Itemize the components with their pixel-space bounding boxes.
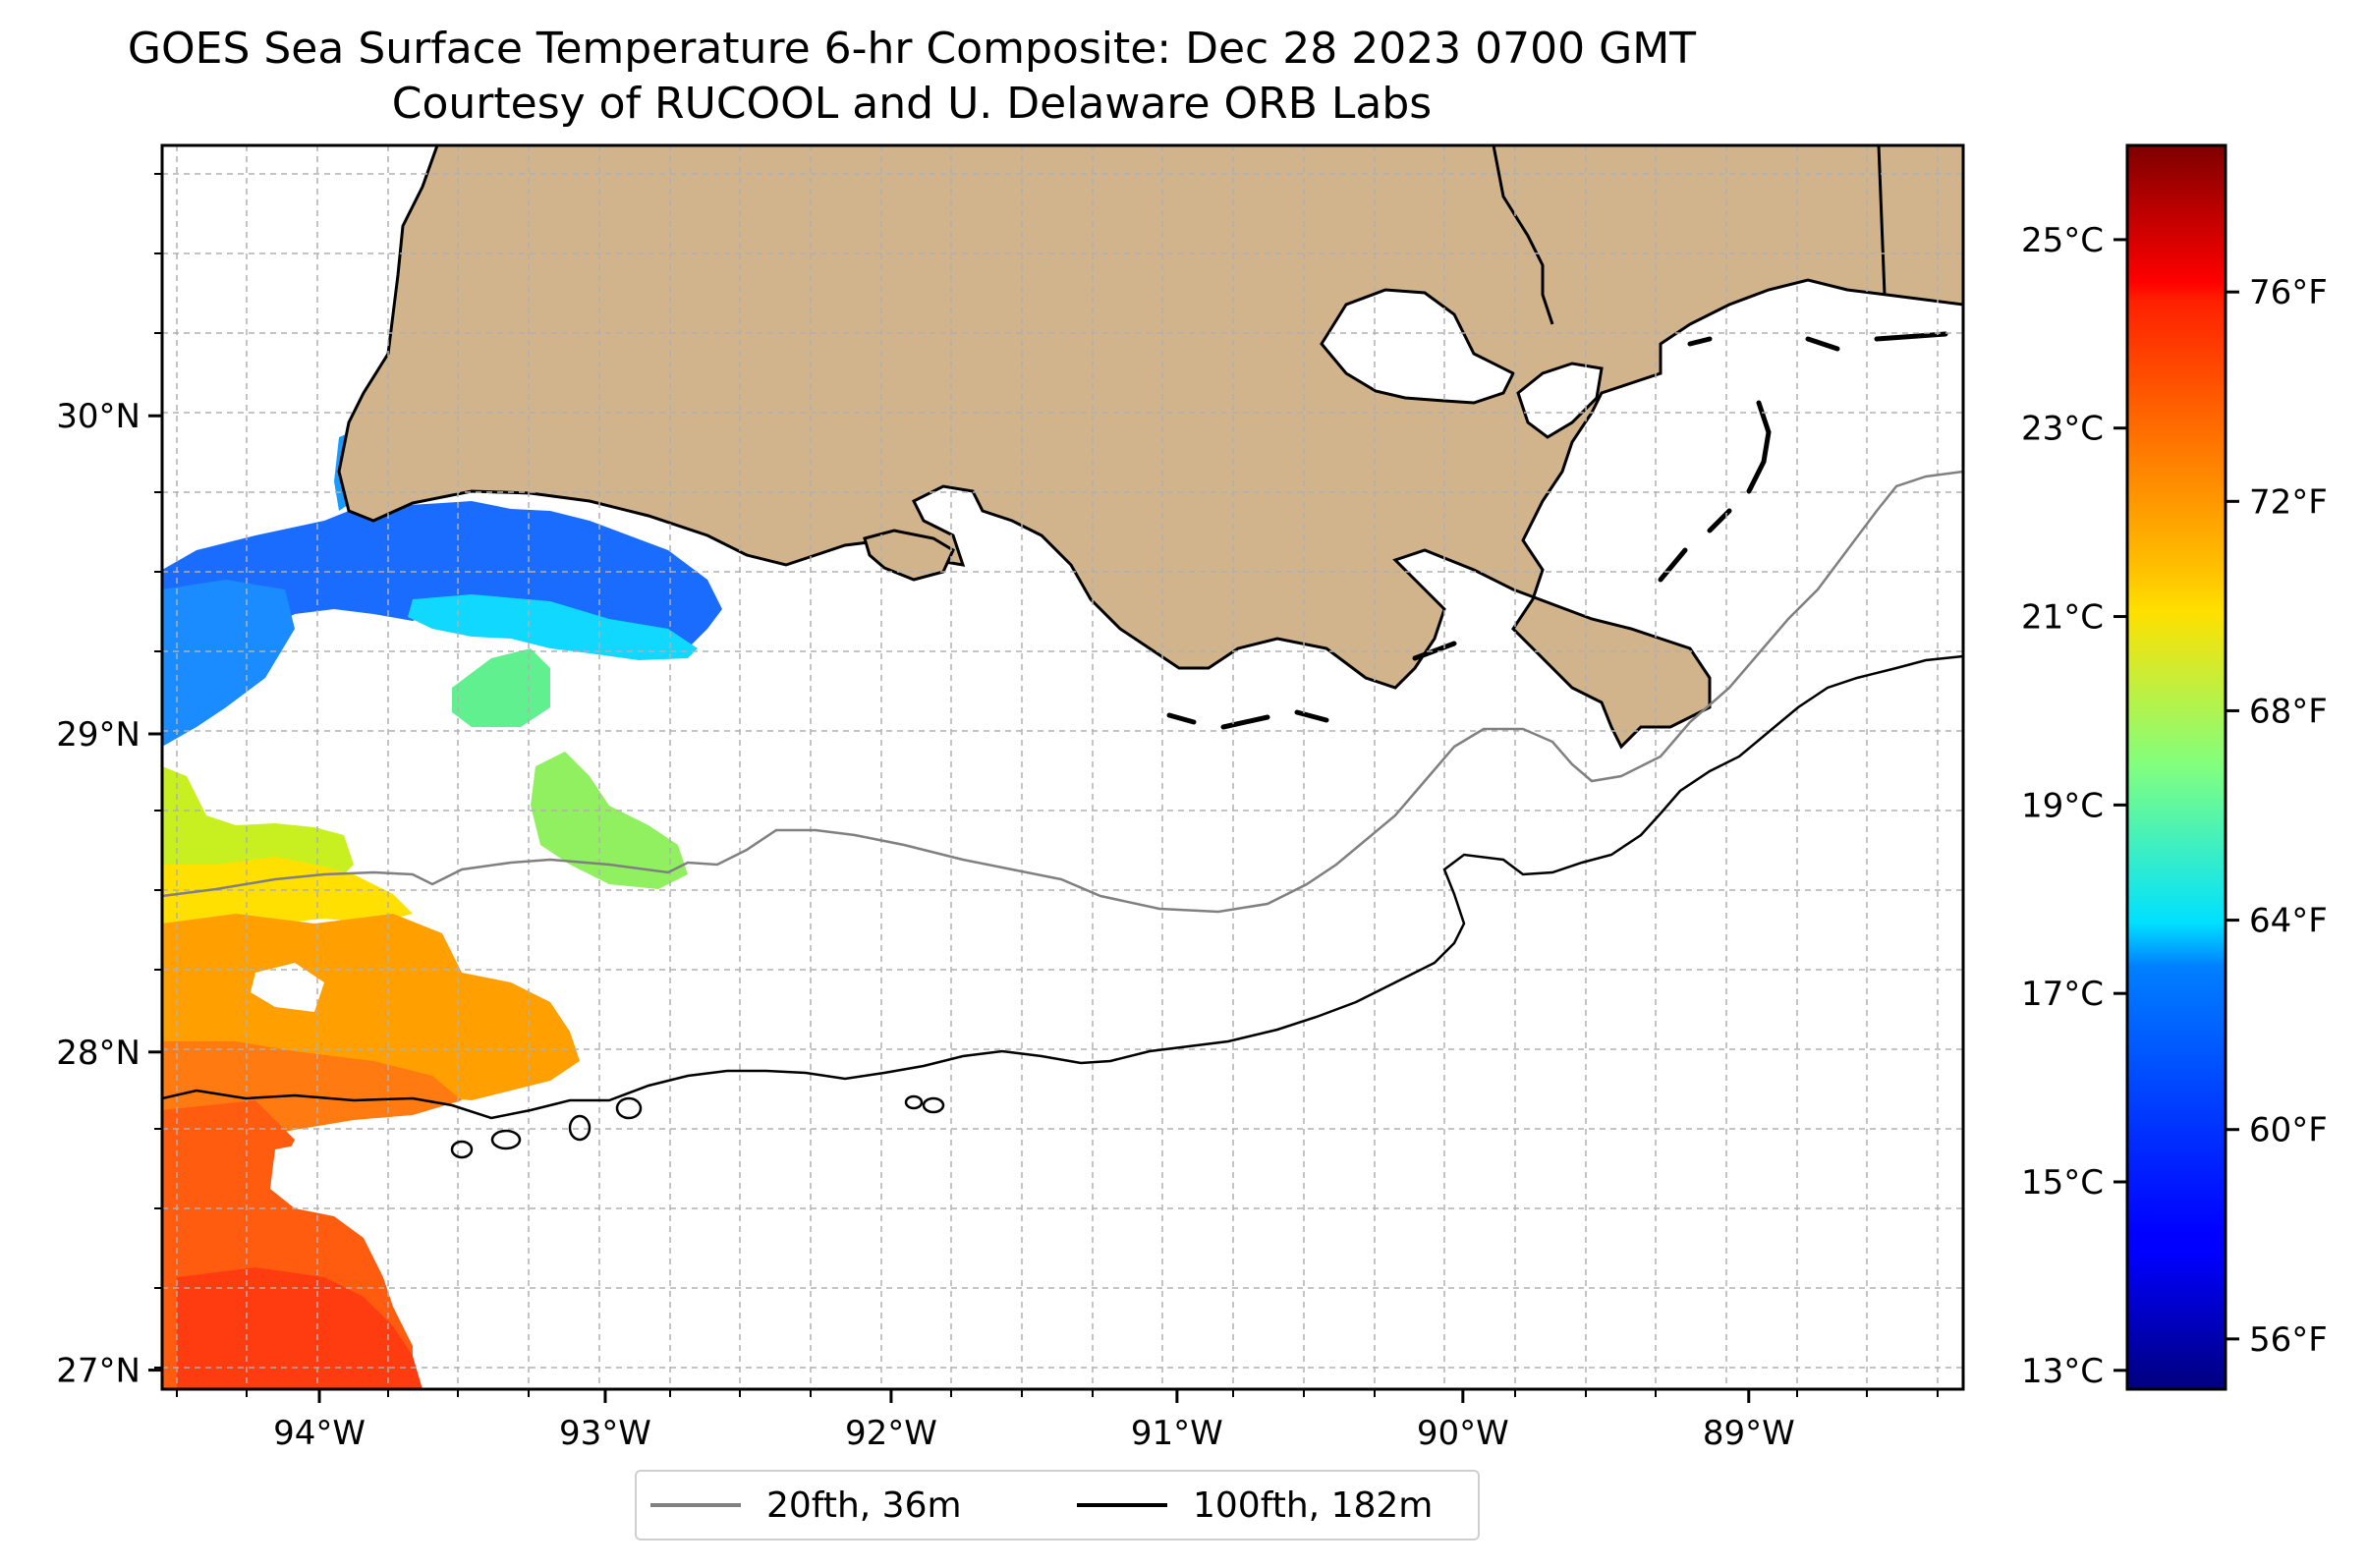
sst-patch-yellow-band <box>162 857 413 933</box>
latitude-axis: 27°N 28°N 29°N 30°N <box>56 397 162 1391</box>
land-louisiana <box>162 145 1963 750</box>
lon-tick-label: 91°W <box>1131 1414 1223 1453</box>
celsius-tick-label: 25°C <box>2021 221 2104 260</box>
sst-patch-yellow-west <box>162 766 354 894</box>
lat-tick-label: 30°N <box>56 397 141 436</box>
legend-swatch-gray <box>650 1503 741 1507</box>
cloud-gap <box>270 1140 383 1208</box>
map-frame <box>160 143 1965 1391</box>
fahrenheit-tick-label: 68°F <box>2249 692 2328 731</box>
cloud-gap <box>251 963 324 1012</box>
barrier-islands <box>1166 331 1948 730</box>
celsius-tick-label: 15°C <box>2021 1163 2104 1203</box>
fahrenheit-tick-label: 56°F <box>2249 1320 2328 1360</box>
longitude-axis: 94°W 93°W 92°W 91°W 90°W 89°W <box>273 1389 1795 1453</box>
fahrenheit-tick-label: 64°F <box>2249 902 2328 941</box>
lat-tick-label: 29°N <box>56 715 141 755</box>
isobath-20fth <box>162 470 1963 914</box>
lon-tick-label: 92°W <box>845 1414 937 1453</box>
fahrenheit-tick-label: 60°F <box>2249 1111 2328 1150</box>
colorbar <box>2125 143 2227 1391</box>
sst-patch-blue-west <box>162 580 295 747</box>
map-title: GOES Sea Surface Temperature 6-hr Compos… <box>127 24 1697 74</box>
isobath-legend: 20fth, 36m 100fth, 182m <box>635 1470 1480 1540</box>
sst-patch-green-offshore <box>452 648 550 727</box>
lake-pontchartrain <box>1320 288 1516 405</box>
lat-tick-label: 28°N <box>56 1034 141 1073</box>
state-border <box>1492 145 1554 325</box>
celsius-tick-label: 13°C <box>2021 1352 2104 1391</box>
lon-tick-label: 89°W <box>1703 1414 1795 1453</box>
legend-swatch-black <box>1077 1503 1167 1507</box>
celsius-tick-label: 17°C <box>2021 975 2104 1014</box>
lon-tick-label: 94°W <box>273 1414 366 1453</box>
colorbar-fahrenheit-axis: 56°F 60°F 64°F 68°F 72°F 76°F <box>2226 273 2328 1360</box>
state-border <box>1877 145 1887 296</box>
legend-item-20fth: 20fth, 36m <box>650 1472 962 1539</box>
celsius-tick-label: 19°C <box>2021 786 2104 825</box>
sst-patch-cyan <box>408 594 698 660</box>
lake-borgne <box>1516 362 1604 439</box>
sst-patch-blue-nearshore <box>162 501 722 747</box>
legend-item-100fth: 100fth, 182m <box>1077 1472 1433 1539</box>
legend-label-100fth: 100fth, 182m <box>1193 1484 1434 1526</box>
lon-tick-label: 93°W <box>559 1414 651 1453</box>
sst-patch-light-green <box>531 752 688 889</box>
sst-patch-red <box>177 1267 423 1389</box>
lat-tick-label: 27°N <box>56 1352 141 1391</box>
colorbar-celsius-axis: 13°C 15°C 17°C 19°C 21°C 23°C 25°C <box>2021 221 2127 1391</box>
map-subtitle: Courtesy of RUCOOL and U. Delaware ORB L… <box>391 79 1433 129</box>
map-minor-ticks <box>154 173 1939 1397</box>
lon-tick-label: 90°W <box>1417 1414 1509 1453</box>
celsius-tick-label: 21°C <box>2021 598 2104 638</box>
fahrenheit-tick-label: 72°F <box>2249 482 2328 522</box>
isobath-seamounts <box>450 1094 945 1159</box>
map-grid <box>162 145 1963 1389</box>
legend-label-20fth: 20fth, 36m <box>766 1484 962 1526</box>
celsius-tick-label: 23°C <box>2021 410 2104 449</box>
fahrenheit-tick-label: 76°F <box>2249 273 2328 312</box>
isobath-100fth <box>162 654 1963 1120</box>
